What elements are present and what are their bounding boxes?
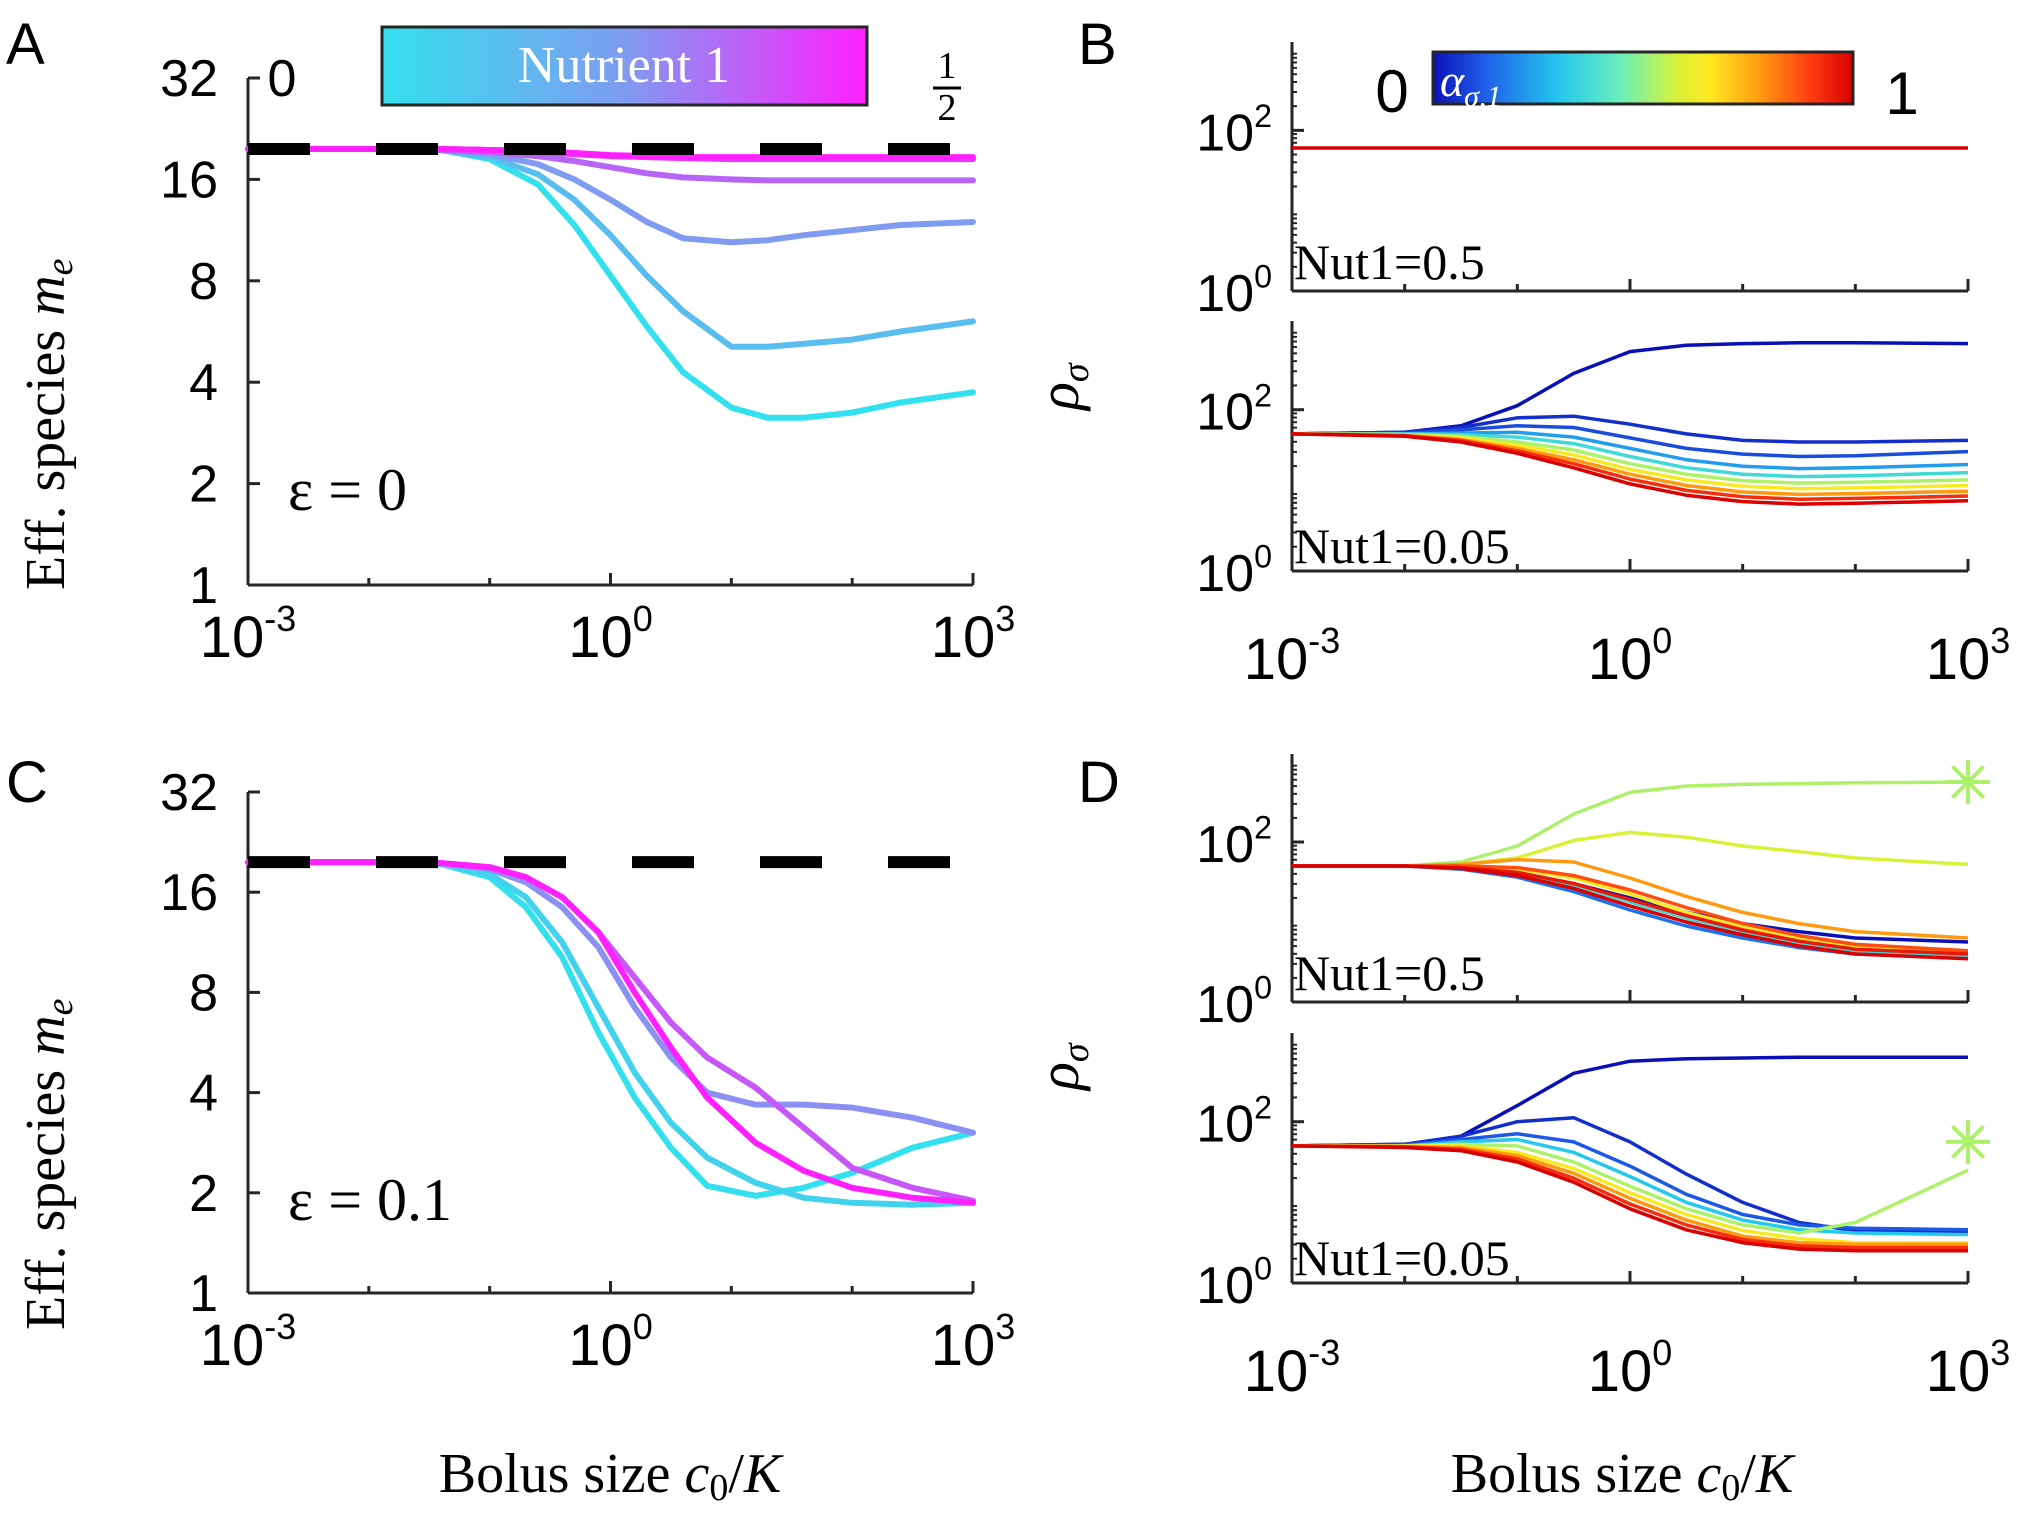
nutrient-colorbar-bar <box>380 25 869 107</box>
series-line <box>245 859 976 1208</box>
asterisk-marker <box>1946 760 1990 804</box>
ylabel-a: Eff. species me <box>15 258 81 590</box>
series-line <box>1291 424 1969 459</box>
ylabel-b: ρσ <box>1026 362 1097 412</box>
alpha-colorbar-max: 1 <box>1885 60 1918 127</box>
y-tick-label: 32 <box>160 50 218 108</box>
tick-label: 10-3 <box>1244 620 1340 692</box>
tick-label: 103 <box>931 598 1016 670</box>
panel-c: 1 2 4 8 16 32 10-3 100 103 ε = 0.1 <box>160 764 1015 1378</box>
subplot-label: Nut1=0.05 <box>1294 518 1510 574</box>
epsilon-annotation: ε = 0 <box>288 457 407 523</box>
tick-label: 100 <box>1196 539 1272 603</box>
alpha-colorbar-bar <box>1431 50 1855 106</box>
epsilon-annotation: ε = 0.1 <box>288 1167 452 1233</box>
series-line <box>245 146 976 421</box>
nutrient-colorbar-min: 0 <box>268 50 297 108</box>
panel-label-d: D <box>1078 750 1120 815</box>
subplot-nut1-0-05: 100 102 Nut1=0.05 <box>1196 1033 1990 1315</box>
svg-text:2: 2 <box>938 87 957 129</box>
tick-label: 103 <box>931 1306 1016 1378</box>
y-tick-label: 2 <box>189 456 218 514</box>
y-tick-label: 2 <box>189 1165 218 1223</box>
tick-label: 100 <box>1196 1251 1272 1315</box>
alpha-colorbar: 0 ασ,1 1 <box>1375 50 1919 127</box>
tick-label: 100 <box>568 1306 653 1378</box>
series-line <box>1292 1142 1969 1235</box>
subplot-label: Nut1=0.05 <box>1294 1230 1510 1286</box>
series-line <box>245 146 976 161</box>
tick-label: 10-3 <box>1244 1332 1340 1404</box>
subplot-nut1-0-5: 100 102 Nut1=0.5 <box>1196 754 1990 1034</box>
tick-label: 102 <box>1196 1089 1272 1153</box>
series-line <box>245 146 976 246</box>
subplot-label: Nut1=0.5 <box>1294 945 1485 1001</box>
panel-a: 1 2 4 8 16 32 10-3 100 103 ε = 0 <box>160 50 1015 670</box>
y-tick-label: 4 <box>189 1065 218 1123</box>
panel-b: 100 102 Nut1=0.5 100 102 Nut1=0.05 10-3 100 103 <box>1196 42 2010 692</box>
panel-label-b: B <box>1078 12 1117 77</box>
series-line <box>1291 1144 1968 1253</box>
nutrient-colorbar: 0 Nutrient 1 1 2 <box>268 25 961 129</box>
panel-label-c: C <box>6 750 48 815</box>
panel-d: 100 102 Nut1=0.5 100 102 Nut1=0.05 10-3 100 103 <box>1196 754 2010 1404</box>
tick-label: 102 <box>1196 377 1272 441</box>
subplot-nut1-0-05: 100 102 Nut1=0.05 <box>1196 321 1970 603</box>
series-line <box>1291 341 1969 436</box>
series-line <box>245 859 976 1206</box>
alpha-colorbar-min: 0 <box>1375 58 1408 125</box>
tick-label: 100 <box>1196 259 1272 323</box>
series-line <box>1291 1132 1969 1232</box>
y-tick-label: 8 <box>189 964 218 1022</box>
nutrient-colorbar-label: Nutrient 1 <box>518 37 730 94</box>
y-tick-label: 1 <box>189 1265 218 1323</box>
ylabel-c: Eff. species me <box>15 998 81 1330</box>
y-tick-label: 4 <box>189 354 218 412</box>
series-line <box>1291 1055 1968 1148</box>
tick-label: 100 <box>1588 1332 1673 1404</box>
tick-label: 103 <box>1926 620 2011 692</box>
y-tick-label: 16 <box>160 151 218 209</box>
series-line <box>1292 830 1969 868</box>
series-line <box>1291 432 1969 506</box>
ylabel-d: ρσ <box>1026 1042 1097 1092</box>
subplot-nut1-0-5: 100 102 Nut1=0.5 <box>1196 42 1970 323</box>
subplot-label: Nut1=0.5 <box>1294 234 1485 290</box>
xlabel-c: Bolus size c0/K <box>439 1443 784 1509</box>
series-line <box>245 859 976 1136</box>
series-line <box>1291 414 1969 444</box>
tick-label: 10-3 <box>200 598 296 670</box>
asterisk-marker <box>1946 1119 1990 1164</box>
tick-label: 102 <box>1196 810 1272 874</box>
svg-text:1: 1 <box>938 45 957 87</box>
series-line <box>1292 864 1969 961</box>
tick-label: 10-3 <box>200 1306 296 1378</box>
xlabel-d: Bolus size c0/K <box>1451 1443 1796 1509</box>
series-line <box>1292 780 1969 868</box>
y-tick-label: 8 <box>189 253 218 311</box>
panel-label-a: A <box>6 12 45 77</box>
tick-label: 103 <box>1926 1332 2011 1404</box>
tick-label: 100 <box>1588 620 1673 692</box>
y-tick-label: 1 <box>189 557 218 615</box>
y-tick-label: 16 <box>160 864 218 922</box>
nutrient-colorbar-max: 1 2 <box>933 45 961 129</box>
tick-label: 100 <box>1196 970 1272 1034</box>
tick-label: 102 <box>1196 98 1272 162</box>
tick-label: 100 <box>568 598 653 670</box>
y-tick-label: 32 <box>160 764 218 822</box>
